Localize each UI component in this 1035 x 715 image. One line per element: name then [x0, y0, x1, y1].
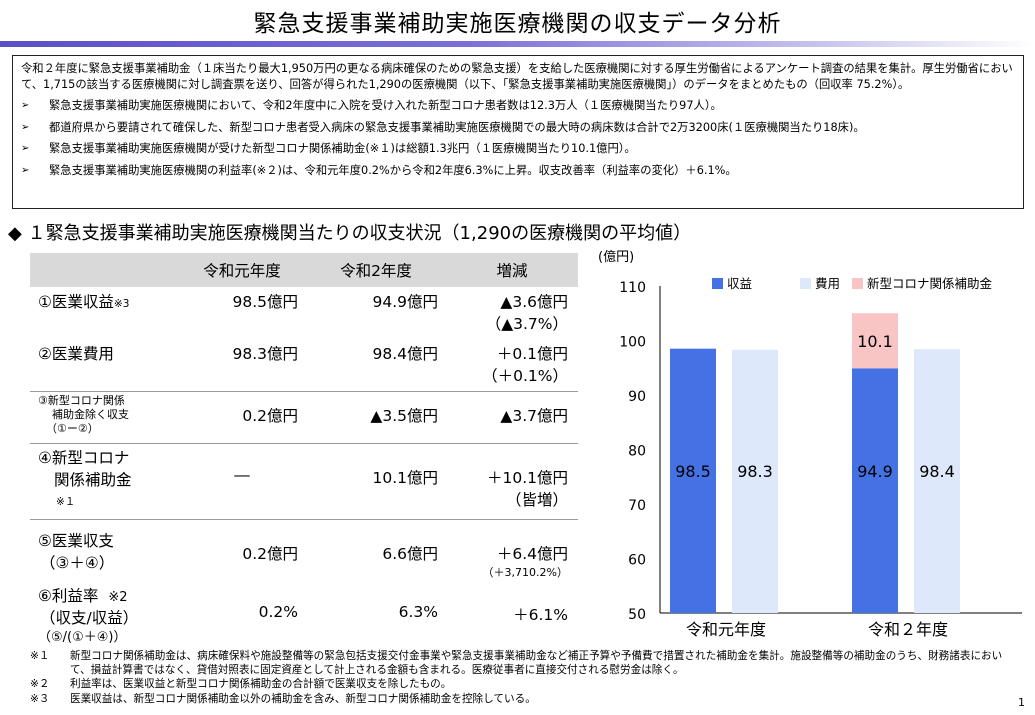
page-title: 緊急支援事業補助実施医療機関の収支データ分析: [253, 11, 782, 37]
table-row: ③新型コロナ関係 補助金除く収支 （①ー②） 0.2億円 ▲3.5億円 ▲3.7…: [30, 390, 578, 443]
legend-swatch: [852, 278, 863, 289]
y-tick-label: 60: [628, 553, 646, 569]
bullet-arrow-icon: ➢: [21, 121, 30, 133]
section-title: ◆ １緊急支援事業補助実施医療機関当たりの収支状況（1,290の医療機関の平均値…: [8, 223, 692, 244]
bullet-arrow-icon: ➢: [21, 143, 30, 154]
table-header: 令和元年度: [178, 253, 306, 287]
summary-bullet: ➢ 緊急支援事業補助実施医療機関の利益率(※２)は、令和元年度0.2%から令和2…: [21, 163, 1015, 179]
table-row: ⑤医業収支 （③＋④） 0.2億円 6.6億円 ＋6.4億円 （＋3,710.2%…: [30, 518, 578, 583]
table-header-row: 令和元年度 令和2年度 増減: [30, 253, 578, 287]
summary-bullet-text: 緊急支援事業補助実施医療機関において、令和2年度中に入院を受け入れた新型コロナ患…: [49, 99, 722, 112]
value-r2: 98.4億円: [372, 345, 438, 363]
row-label: ③新型コロナ関係 補助金除く収支 （①ー②）: [30, 390, 178, 443]
bar-value-label: 10.1: [857, 332, 893, 351]
value-r2: 94.9億円: [372, 293, 438, 311]
table-row: ②医業費用 98.3億円 98.4億円 ＋0.1億円 （＋0.1%）: [30, 339, 578, 391]
value-r1: 0.2億円: [178, 390, 306, 443]
legend-swatch: [712, 278, 723, 289]
summary-bullet-text: 緊急支援事業補助実施医療機関が受けた新型コロナ関係補助金(※１)は総額1.3兆円…: [49, 142, 636, 155]
bar-value-label: 98.4: [919, 462, 955, 481]
bullet-arrow-icon: ➢: [21, 100, 30, 111]
change-cell: ＋0.1億円 （＋0.1%）: [482, 345, 568, 385]
income-table: 令和元年度 令和2年度 増減 ①医業収益※3 98.5億円 94.9億円 ▲3.…: [30, 253, 578, 649]
stacked-bar-chart: (億円) 50 60 70 80 90 100 110 収益 費用 新型コロナ関係補助金 98.5 98…: [598, 249, 1022, 639]
footnote: ※２ 利益率は、医業収益と新型コロナ関係補助金の合計額で医業収支を除したもの。: [30, 678, 452, 691]
y-tick-label: 80: [628, 444, 646, 460]
change-cell: ＋6.1%: [513, 606, 568, 624]
bar-value-label: 98.3: [737, 462, 773, 481]
value-r1: ―: [178, 442, 306, 519]
summary-bullet: ➢ 緊急支援事業補助実施医療機関が受けた新型コロナ関係補助金(※１)は総額1.3…: [21, 141, 1015, 157]
y-tick-label: 50: [628, 607, 646, 623]
value-r1: 0.2億円: [178, 518, 306, 583]
legend-label: 新型コロナ関係補助金: [867, 276, 993, 291]
change-cell: ▲3.6億円 （▲3.7%）: [485, 293, 568, 333]
y-tick-label: 110: [619, 280, 646, 296]
summary-bullet-text: 緊急支援事業補助実施医療機関の利益率(※２)は、令和元年度0.2%から令和2年度…: [49, 163, 737, 177]
y-tick-label: 100: [619, 335, 646, 351]
change-cell: ▲3.7億円: [446, 390, 578, 443]
value-r2: 6.3%: [398, 603, 438, 621]
summary-box: 令和２年度に緊急支援事業補助金（１床当たり最大1,950万円の更なる病床確保のた…: [12, 55, 1024, 209]
x-tick-label: 令和２年度: [868, 620, 948, 639]
y-tick-label: 90: [628, 389, 646, 405]
row-label: ④新型コロナ 関係補助金 ※１: [30, 442, 178, 519]
legend-label: 費用: [815, 276, 840, 291]
change-cell: ＋10.1億円 （皆増）: [446, 442, 578, 519]
summary-bullet: ➢ 緊急支援事業補助実施医療機関において、令和2年度中に入院を受け入れた新型コロ…: [21, 98, 1015, 114]
row-label: ①医業収益※3: [38, 293, 130, 311]
footnotes: ※１ 新型コロナ関係補助金は、病床確保料や施設整備等の緊急包括支援交付金事業や緊急…: [30, 649, 1020, 706]
table-header: 増減: [446, 253, 578, 287]
legend-swatch: [800, 278, 811, 289]
x-tick-label: 令和元年度: [686, 620, 766, 639]
bar-cost: [732, 349, 778, 613]
table-row: ①医業収益※3 98.5億円 94.9億円 ▲3.6億円 （▲3.7%）: [30, 287, 578, 339]
bullet-arrow-icon: ➢: [21, 164, 30, 176]
y-axis-label: (億円): [598, 249, 634, 265]
bar-revenue: [852, 368, 898, 613]
value-r2: 6.6億円: [306, 518, 446, 583]
page-number: 1: [1018, 696, 1025, 709]
value-r1: 0.2%: [258, 603, 298, 621]
row-label: ②医業費用: [38, 345, 114, 363]
row-label: ⑥利益率 ※2 （収支/収益） （⑤/(①＋④)）: [38, 587, 139, 645]
title-divider: [0, 41, 1035, 47]
footnote: ※３ 医業収益は、新型コロナ関係補助金以外の補助金を含み、新型コロナ関係補助金を控…: [30, 692, 536, 705]
legend-label: 収益: [727, 276, 752, 291]
table-header: [30, 253, 178, 287]
bar-subsidy: [852, 313, 898, 369]
row-label: ⑤医業収支 （③＋④）: [30, 518, 178, 583]
summary-bullet: ➢ 都道府県から要請されて確保した、新型コロナ患者受入病床の緊急支援事業補助実施…: [21, 120, 1015, 136]
table-row: ④新型コロナ 関係補助金 ※１ ― 10.1億円 ＋10.1億円 （皆増）: [30, 442, 578, 519]
summary-intro: 令和２年度に緊急支援事業補助金（１床当たり最大1,950万円の更なる病床確保のた…: [21, 62, 1013, 91]
y-tick-label: 70: [628, 498, 646, 514]
value-r1: 98.3億円: [232, 345, 298, 363]
change-cell: ＋6.4億円 （＋3,710.2%）: [446, 518, 578, 583]
value-r1: 98.5億円: [232, 293, 298, 311]
table-header: 令和2年度: [306, 253, 446, 287]
table-row: ⑥利益率 ※2 （収支/収益） （⑤/(①＋④)） 0.2% 6.3% ＋6.1%: [30, 583, 578, 649]
summary-bullet-text: 都道府県から要請されて確保した、新型コロナ患者受入病床の緊急支援事業補助実施医療…: [49, 120, 865, 134]
bar-revenue: [670, 348, 716, 613]
bar-value-label: 94.9: [857, 462, 893, 481]
bar-value-label: 98.5: [675, 462, 711, 481]
bar-cost: [914, 349, 960, 613]
value-r2: ▲3.5億円: [306, 390, 446, 443]
footnote: ※１ 新型コロナ関係補助金は、病床確保料や施設整備等の緊急包括支援交付金事業や緊急…: [30, 650, 1003, 677]
value-r2: 10.1億円: [306, 442, 446, 519]
